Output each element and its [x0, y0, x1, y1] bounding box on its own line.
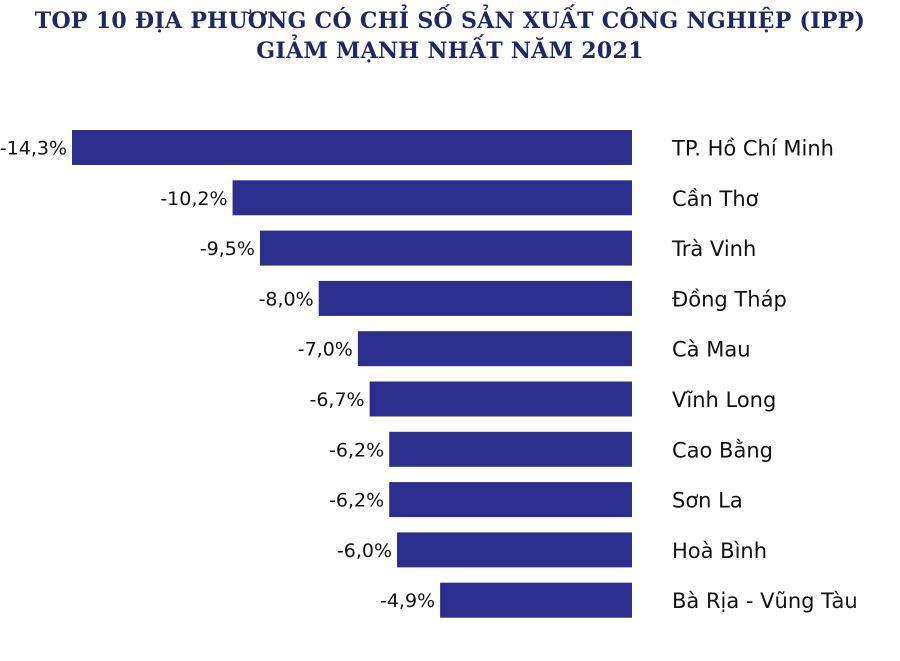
bar [369, 381, 632, 417]
data-label: -4,9% [380, 590, 435, 612]
bar [259, 230, 632, 266]
category-label: Đồng Tháp [672, 287, 787, 311]
category-label: Hoà Bình [672, 539, 767, 563]
bar [389, 431, 632, 467]
category-label: Vĩnh Long [672, 388, 776, 412]
data-label: -6,2% [329, 439, 384, 461]
bar [72, 130, 632, 165]
bar [318, 280, 632, 316]
category-label: Bà Rịa - Vũng Tàu [672, 589, 858, 613]
chart-subtitle: GIẢM MẠNH NHẤT NĂM 2021 [256, 38, 644, 64]
category-label: Cần Thơ [672, 187, 759, 211]
bar [440, 582, 632, 618]
data-label: -10,2% [160, 188, 227, 210]
data-label: -6,0% [337, 540, 392, 562]
bar [357, 331, 632, 367]
category-label: Trà Vinh [671, 237, 756, 261]
bar [389, 482, 632, 518]
data-label: -8,0% [259, 288, 314, 310]
data-label: -7,0% [298, 339, 353, 361]
data-label: -9,5% [200, 238, 255, 260]
category-label: Cao Bằng [672, 438, 773, 462]
bar [232, 180, 632, 216]
chart-title: TOP 10 ĐỊA PHƯƠNG CÓ CHỈ SỐ SẢN XUẤT CÔN… [34, 8, 866, 34]
data-label: -6,2% [329, 490, 384, 512]
category-label: Cà Mau [672, 338, 751, 362]
bar [397, 532, 632, 568]
category-label: TP. Hồ Chí Minh [671, 137, 834, 161]
data-label: -14,3% [0, 138, 67, 160]
category-label: Sơn La [672, 489, 743, 513]
data-label: -6,7% [309, 389, 364, 411]
